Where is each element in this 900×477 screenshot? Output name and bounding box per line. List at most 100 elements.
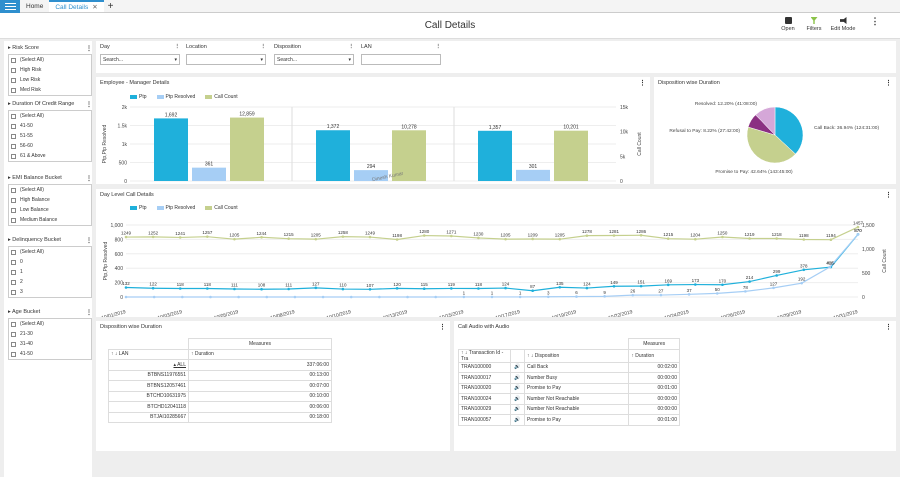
- checkbox[interactable]: [11, 187, 16, 193]
- speaker-icon[interactable]: 🔊: [510, 414, 525, 426]
- expand-icon[interactable]: ▸ Delinquency Bucket: [8, 237, 61, 243]
- filter-menu-icon[interactable]: ⋮: [86, 238, 92, 244]
- day-chart-menu-icon[interactable]: ⋮: [885, 192, 892, 199]
- filter-option[interactable]: 0: [9, 257, 91, 267]
- filter-option[interactable]: 41-50: [9, 349, 91, 359]
- audio-table-menu-icon[interactable]: ⋮: [885, 324, 892, 331]
- filter-option[interactable]: 2: [9, 277, 91, 287]
- day-dropdown[interactable]: Search... ▾: [100, 54, 180, 65]
- filter-option[interactable]: 61 & Above: [9, 151, 91, 161]
- checkbox[interactable]: [11, 87, 16, 93]
- checkbox[interactable]: [11, 153, 16, 159]
- lan-cell[interactable]: BTCHD12041118: [108, 401, 189, 413]
- checkbox[interactable]: [11, 113, 16, 119]
- checkbox[interactable]: [11, 341, 16, 347]
- checkbox[interactable]: [11, 279, 16, 285]
- filter-menu-icon[interactable]: ⋮: [86, 310, 92, 316]
- table-row[interactable]: TRAN100057 🔊 Promise to Pay 00:01:00: [458, 414, 680, 426]
- filters-button[interactable]: Filters: [801, 17, 827, 32]
- checkbox[interactable]: [11, 123, 16, 129]
- speaker-icon[interactable]: 🔊: [510, 382, 525, 394]
- checkbox[interactable]: [11, 289, 16, 295]
- filter-option[interactable]: (Select All): [9, 185, 91, 195]
- transaction-column-header[interactable]: ↑ ↓ Transaction Id - Tra: [458, 348, 511, 363]
- checkbox[interactable]: [11, 67, 16, 73]
- lan-cell[interactable]: BTBNS12057461: [108, 380, 189, 392]
- location-dropdown[interactable]: ▾: [186, 54, 266, 65]
- table-row[interactable]: BTCHD12041118 00:06:00: [108, 401, 332, 413]
- checkbox[interactable]: [11, 77, 16, 83]
- employee-chart-menu-icon[interactable]: ⋮: [639, 80, 646, 87]
- lan-cell[interactable]: BTJAI10285667: [108, 411, 189, 423]
- checkbox[interactable]: [11, 351, 16, 357]
- checkbox[interactable]: [11, 331, 16, 337]
- table-row[interactable]: TRAN100000 🔊 Call Back 00:02:00: [458, 361, 680, 373]
- checkbox[interactable]: [11, 259, 16, 265]
- filter-option[interactable]: 56-60: [9, 141, 91, 151]
- checkbox[interactable]: [11, 249, 16, 255]
- filter-option[interactable]: 51-55: [9, 131, 91, 141]
- filter-option[interactable]: (Select All): [9, 55, 91, 65]
- filter-option[interactable]: Low Balance: [9, 205, 91, 215]
- table-row[interactable]: BTBNS11976551 00:13:00: [108, 369, 332, 381]
- lan-column-header[interactable]: ↑ ↓ LAN: [108, 348, 189, 360]
- close-icon[interactable]: ✕: [92, 4, 98, 11]
- table-row[interactable]: TRAN100029 🔊 Number Not Reachable 00:00:00: [458, 403, 680, 415]
- speaker-icon[interactable]: 🔊: [510, 403, 525, 415]
- filter-option[interactable]: 21-30: [9, 329, 91, 339]
- checkbox[interactable]: [11, 269, 16, 275]
- table-row[interactable]: TRAN100020 🔊 Promise to Pay 00:01:00: [458, 382, 680, 394]
- checkbox[interactable]: [11, 133, 16, 139]
- expand-icon[interactable]: ▸ Risk Score: [8, 45, 39, 51]
- tab-call-details[interactable]: Call Details ✕: [49, 0, 104, 12]
- table-row[interactable]: BTCHD10631975 00:10:00: [108, 390, 332, 402]
- more-menu-button[interactable]: ⋮: [870, 16, 880, 26]
- filter-option[interactable]: 1: [9, 267, 91, 277]
- checkbox[interactable]: [11, 197, 16, 203]
- lan-cell[interactable]: ▴ ALL: [108, 359, 189, 371]
- lan-input[interactable]: [361, 54, 441, 65]
- expand-icon[interactable]: ▴: [173, 361, 178, 368]
- speaker-icon[interactable]: 🔊: [510, 361, 525, 373]
- filter-option[interactable]: 3: [9, 287, 91, 297]
- filter-option[interactable]: Medium Balance: [9, 215, 91, 225]
- table-row[interactable]: BTBNS12057461 00:07:00: [108, 380, 332, 392]
- speaker-icon[interactable]: 🔊: [510, 393, 525, 405]
- table-row[interactable]: TRAN100024 🔊 Number Not Reachable 00:00:00: [458, 393, 680, 405]
- speaker-icon[interactable]: 🔊: [510, 372, 525, 384]
- open-button[interactable]: Open: [775, 17, 801, 32]
- lan-cell[interactable]: BTCHD10631975: [108, 390, 189, 402]
- add-tab-button[interactable]: +: [107, 0, 114, 12]
- expand-icon[interactable]: ▸ EMI Balance Bucket: [8, 175, 62, 181]
- filter-option[interactable]: (Select All): [9, 247, 91, 257]
- filter-menu-icon[interactable]: ⋮: [86, 46, 92, 52]
- duration-column-header[interactable]: ↑ Duration: [628, 348, 680, 363]
- table-row[interactable]: BTJAI10285667 00:18:00: [108, 411, 332, 423]
- edit-mode-button[interactable]: Edit Mode: [830, 17, 856, 32]
- disposition-pie-menu-icon[interactable]: ⋮: [885, 80, 892, 87]
- menu-icon[interactable]: [0, 0, 20, 13]
- lan-menu-icon[interactable]: ⋮: [435, 44, 442, 50]
- checkbox[interactable]: [11, 217, 16, 223]
- duration-column-header[interactable]: ↑ Duration: [188, 348, 332, 360]
- table-row[interactable]: ▴ ALL 337:06:00: [108, 359, 332, 371]
- filter-option[interactable]: Med Risk: [9, 85, 91, 95]
- checkbox[interactable]: [11, 143, 16, 149]
- table-row[interactable]: TRAN100017 🔊 Number Busy 00:00:00: [458, 372, 680, 384]
- filter-option[interactable]: High Risk: [9, 65, 91, 75]
- disposition-column-header[interactable]: ↑ ↓ Disposition: [523, 348, 630, 363]
- location-menu-icon[interactable]: ⋮: [260, 44, 267, 50]
- lan-cell[interactable]: BTBNS11976551: [108, 369, 189, 381]
- checkbox[interactable]: [11, 57, 16, 63]
- filter-option[interactable]: 41-50: [9, 121, 91, 131]
- checkbox[interactable]: [11, 321, 16, 327]
- filter-option[interactable]: Low Risk: [9, 75, 91, 85]
- expand-icon[interactable]: ▸ Age Bucket: [8, 309, 41, 315]
- duration-table-menu-icon[interactable]: ⋮: [439, 324, 446, 331]
- checkbox[interactable]: [11, 207, 16, 213]
- filter-menu-icon[interactable]: ⋮: [86, 102, 92, 108]
- filter-option[interactable]: (Select All): [9, 111, 91, 121]
- tab-home[interactable]: Home: [26, 2, 44, 10]
- filter-option[interactable]: High Balance: [9, 195, 91, 205]
- filter-option[interactable]: (Select All): [9, 319, 91, 329]
